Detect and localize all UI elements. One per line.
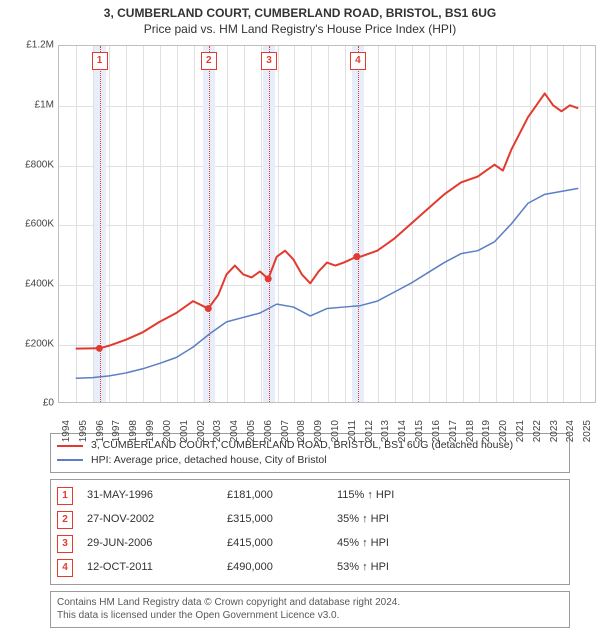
sales-row: 3 29-JUN-2006£415,00045% ↑ HPI	[57, 532, 563, 556]
sales-row: 1 31-MAY-1996£181,000115% ↑ HPI	[57, 484, 563, 508]
x-axis-label: 1996	[95, 420, 106, 442]
sales-row-price: £415,000	[227, 538, 337, 549]
x-axis-label: 2000	[162, 420, 173, 442]
x-axis-label: 2020	[498, 420, 509, 442]
x-axis-label: 2021	[515, 420, 526, 442]
chart-series-line	[76, 189, 579, 379]
x-axis-label: 2005	[246, 420, 257, 442]
chart-title: 3, CUMBERLAND COURT, CUMBERLAND ROAD, BR…	[10, 6, 590, 22]
y-axis-label: £1.2M	[14, 40, 54, 51]
x-axis-label: 2025	[582, 420, 593, 442]
x-axis-label: 1997	[111, 420, 122, 442]
x-axis-label: 2022	[532, 420, 543, 442]
x-axis-label: 2001	[179, 420, 190, 442]
x-axis-label: 2004	[229, 420, 240, 442]
sales-row-hpi: 35% ↑ HPI	[337, 514, 563, 525]
x-axis-label: 2012	[364, 420, 375, 442]
sales-row-price: £490,000	[227, 562, 337, 573]
x-axis-label: 2008	[296, 420, 307, 442]
sale-point-marker	[96, 345, 103, 352]
chart-container: 1234 £0£200K£400K£600K£800K£1M£1.2M19941…	[40, 41, 600, 431]
legend-swatch	[57, 445, 83, 447]
sales-row-date: 29-JUN-2006	[87, 538, 227, 549]
sale-marker: 4	[350, 52, 366, 70]
x-axis-label: 2007	[280, 420, 291, 442]
sale-point-marker	[205, 305, 212, 312]
x-axis-label: 2002	[196, 420, 207, 442]
x-axis-label: 1999	[145, 420, 156, 442]
x-axis-label: 2011	[347, 420, 358, 442]
sales-row-date: 27-NOV-2002	[87, 514, 227, 525]
chart-series-line	[76, 94, 579, 349]
y-axis-label: £1M	[14, 99, 54, 110]
sales-row-hpi: 115% ↑ HPI	[337, 490, 563, 501]
x-axis-label: 2014	[397, 420, 408, 442]
sale-marker: 2	[201, 52, 217, 70]
sales-row-num: 4	[57, 559, 73, 577]
sale-point-marker	[265, 276, 272, 283]
x-axis-label: 2023	[549, 420, 560, 442]
x-axis-label: 2013	[380, 420, 391, 442]
x-axis-label: 2018	[465, 420, 476, 442]
sale-point-marker	[353, 253, 360, 260]
x-axis-label: 1995	[78, 420, 89, 442]
x-axis-label: 2017	[448, 420, 459, 442]
y-axis-label: £600K	[14, 219, 54, 230]
x-axis-label: 1994	[61, 420, 72, 442]
chart-plot-area: 1 2 3 4	[58, 45, 596, 403]
y-axis-label: £800K	[14, 159, 54, 170]
sales-row: 2 27-NOV-2002£315,00035% ↑ HPI	[57, 508, 563, 532]
x-axis-label: 2019	[481, 420, 492, 442]
x-axis-label: 2024	[565, 420, 576, 442]
chart-subtitle: Price paid vs. HM Land Registry's House …	[10, 22, 590, 38]
sales-row-date: 12-OCT-2011	[87, 562, 227, 573]
footer-box: Contains HM Land Registry data © Crown c…	[50, 591, 570, 628]
legend-row: HPI: Average price, detached house, City…	[57, 453, 563, 468]
sales-row-date: 31-MAY-1996	[87, 490, 227, 501]
sales-row-num: 3	[57, 535, 73, 553]
sale-marker: 3	[261, 52, 277, 70]
footer-line1: Contains HM Land Registry data © Crown c…	[57, 596, 563, 610]
x-axis-label: 2006	[263, 420, 274, 442]
x-axis-label: 2016	[431, 420, 442, 442]
sales-row-num: 1	[57, 487, 73, 505]
legend-label: HPI: Average price, detached house, City…	[91, 453, 327, 468]
legend-swatch	[57, 459, 83, 461]
y-axis-label: £400K	[14, 278, 54, 289]
x-axis-label: 2003	[212, 420, 223, 442]
x-axis-label: 2015	[414, 420, 425, 442]
sales-row-price: £181,000	[227, 490, 337, 501]
x-axis-label: 2010	[330, 420, 341, 442]
page-root: 3, CUMBERLAND COURT, CUMBERLAND ROAD, BR…	[0, 0, 600, 620]
x-axis-label: 1998	[128, 420, 139, 442]
footer-line2: This data is licensed under the Open Gov…	[57, 609, 563, 623]
sales-row-price: £315,000	[227, 514, 337, 525]
y-axis-label: £0	[14, 398, 54, 409]
sales-table: 1 31-MAY-1996£181,000115% ↑ HPI 2 27-NOV-20…	[50, 479, 570, 585]
sales-row-num: 2	[57, 511, 73, 529]
sales-row-hpi: 45% ↑ HPI	[337, 538, 563, 549]
chart-svg	[59, 46, 595, 402]
sales-row: 4 12-OCT-2011£490,00053% ↑ HPI	[57, 556, 563, 580]
x-axis-label: 2009	[313, 420, 324, 442]
sale-marker: 1	[92, 52, 108, 70]
sales-row-hpi: 53% ↑ HPI	[337, 562, 563, 573]
y-axis-label: £200K	[14, 338, 54, 349]
